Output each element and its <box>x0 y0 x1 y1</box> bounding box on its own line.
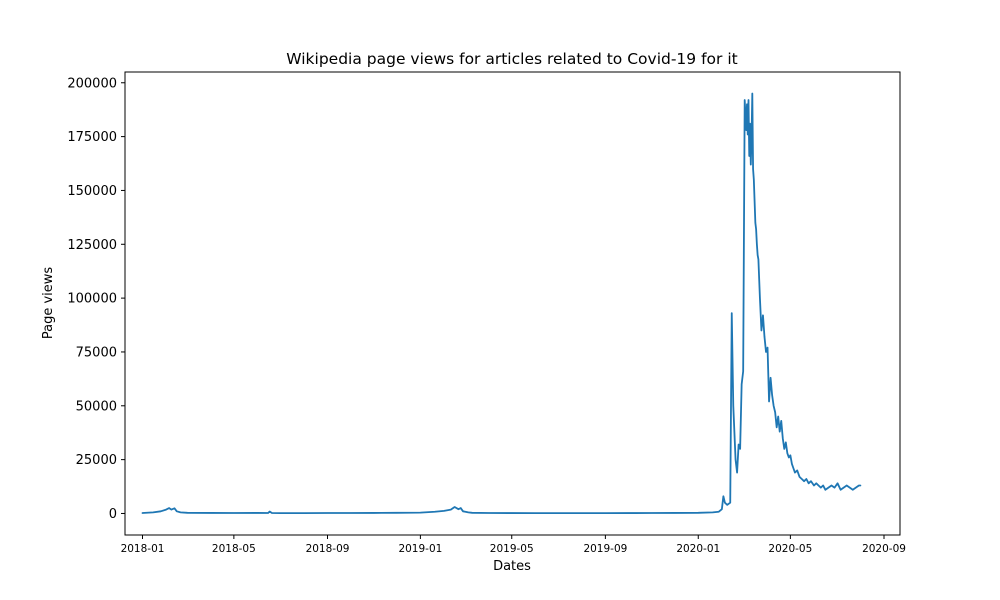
x-tick-label: 2018-09 <box>306 543 350 555</box>
x-tick-label: 2018-01 <box>121 543 165 555</box>
series-line-page-views <box>141 92 862 515</box>
y-tick-label: 75000 <box>76 345 117 360</box>
x-axis-label: Dates <box>493 559 531 574</box>
y-axis-ticks: 0 25000 50000 75000 100000 125000 150000 175000… <box>67 76 125 522</box>
x-tick-label: 2020-01 <box>676 543 720 555</box>
x-axis-ticks: 2018-01 2018-05 2018-09 2019-01 2019-05 2019-… <box>121 535 906 555</box>
x-tick-label: 2020-09 <box>862 543 906 555</box>
x-tick-label: 2019-09 <box>583 543 627 555</box>
x-tick-label: 2020-05 <box>768 543 812 555</box>
y-tick-label: 125000 <box>67 238 117 253</box>
y-tick-label: 100000 <box>67 292 117 307</box>
y-axis-label: Page views <box>41 267 56 340</box>
chart-title: Wikipedia page views for articles relate… <box>286 50 737 68</box>
axes-frame <box>124 71 901 536</box>
y-tick-label: 175000 <box>67 130 117 145</box>
y-tick-label: 150000 <box>67 184 117 199</box>
y-tick-label: 0 <box>109 507 117 522</box>
y-tick-label: 25000 <box>76 453 117 468</box>
y-tick-label: 50000 <box>76 399 117 414</box>
x-tick-label: 2019-01 <box>398 543 442 555</box>
y-tick-label: 200000 <box>67 76 117 91</box>
x-tick-label: 2018-05 <box>212 543 256 555</box>
x-tick-label: 2019-05 <box>490 543 534 555</box>
plot-area <box>125 72 900 535</box>
